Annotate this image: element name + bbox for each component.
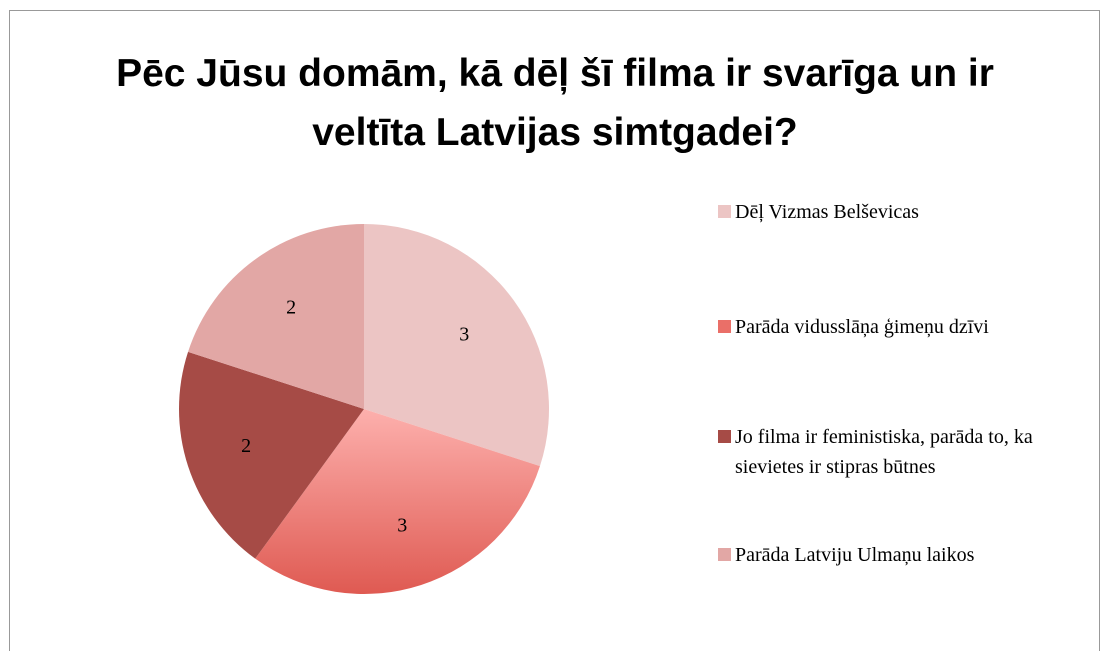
legend-label: Dēļ Vizmas Belševicas xyxy=(735,201,919,223)
pie-slice xyxy=(255,409,540,594)
slice-label: 3 xyxy=(459,324,469,346)
legend-item: Parāda vidusslāņa ģimeņu dzīvi xyxy=(718,312,1078,342)
legend-swatch xyxy=(718,205,731,218)
legend-label: Jo filma ir feministiska, parāda to, ka … xyxy=(735,426,1033,478)
chart-title: Pēc Jūsu domām, kā dēļ šī filma ir svarī… xyxy=(116,52,994,154)
legend-item: Parāda Latviju Ulmaņu laikos xyxy=(718,540,1078,570)
legend-item: Dēļ Vizmas Belševicas xyxy=(718,197,1078,227)
legend-item: Jo filma ir feministiska, parāda to, ka … xyxy=(718,422,1078,482)
legend-swatch xyxy=(718,430,731,443)
legend-label: Parāda Latviju Ulmaņu laikos xyxy=(735,544,975,566)
legend-label: Parāda vidusslāņa ģimeņu dzīvi xyxy=(735,316,989,338)
pie-slice xyxy=(364,224,549,467)
frame xyxy=(9,10,1100,651)
legend-swatch xyxy=(718,548,731,561)
slice-label: 2 xyxy=(286,296,296,318)
slice-label: 3 xyxy=(397,514,407,536)
pie-slice xyxy=(179,351,364,559)
legend-swatch xyxy=(718,320,731,333)
slice-label: 2 xyxy=(241,435,251,457)
pie-slice xyxy=(188,224,364,409)
